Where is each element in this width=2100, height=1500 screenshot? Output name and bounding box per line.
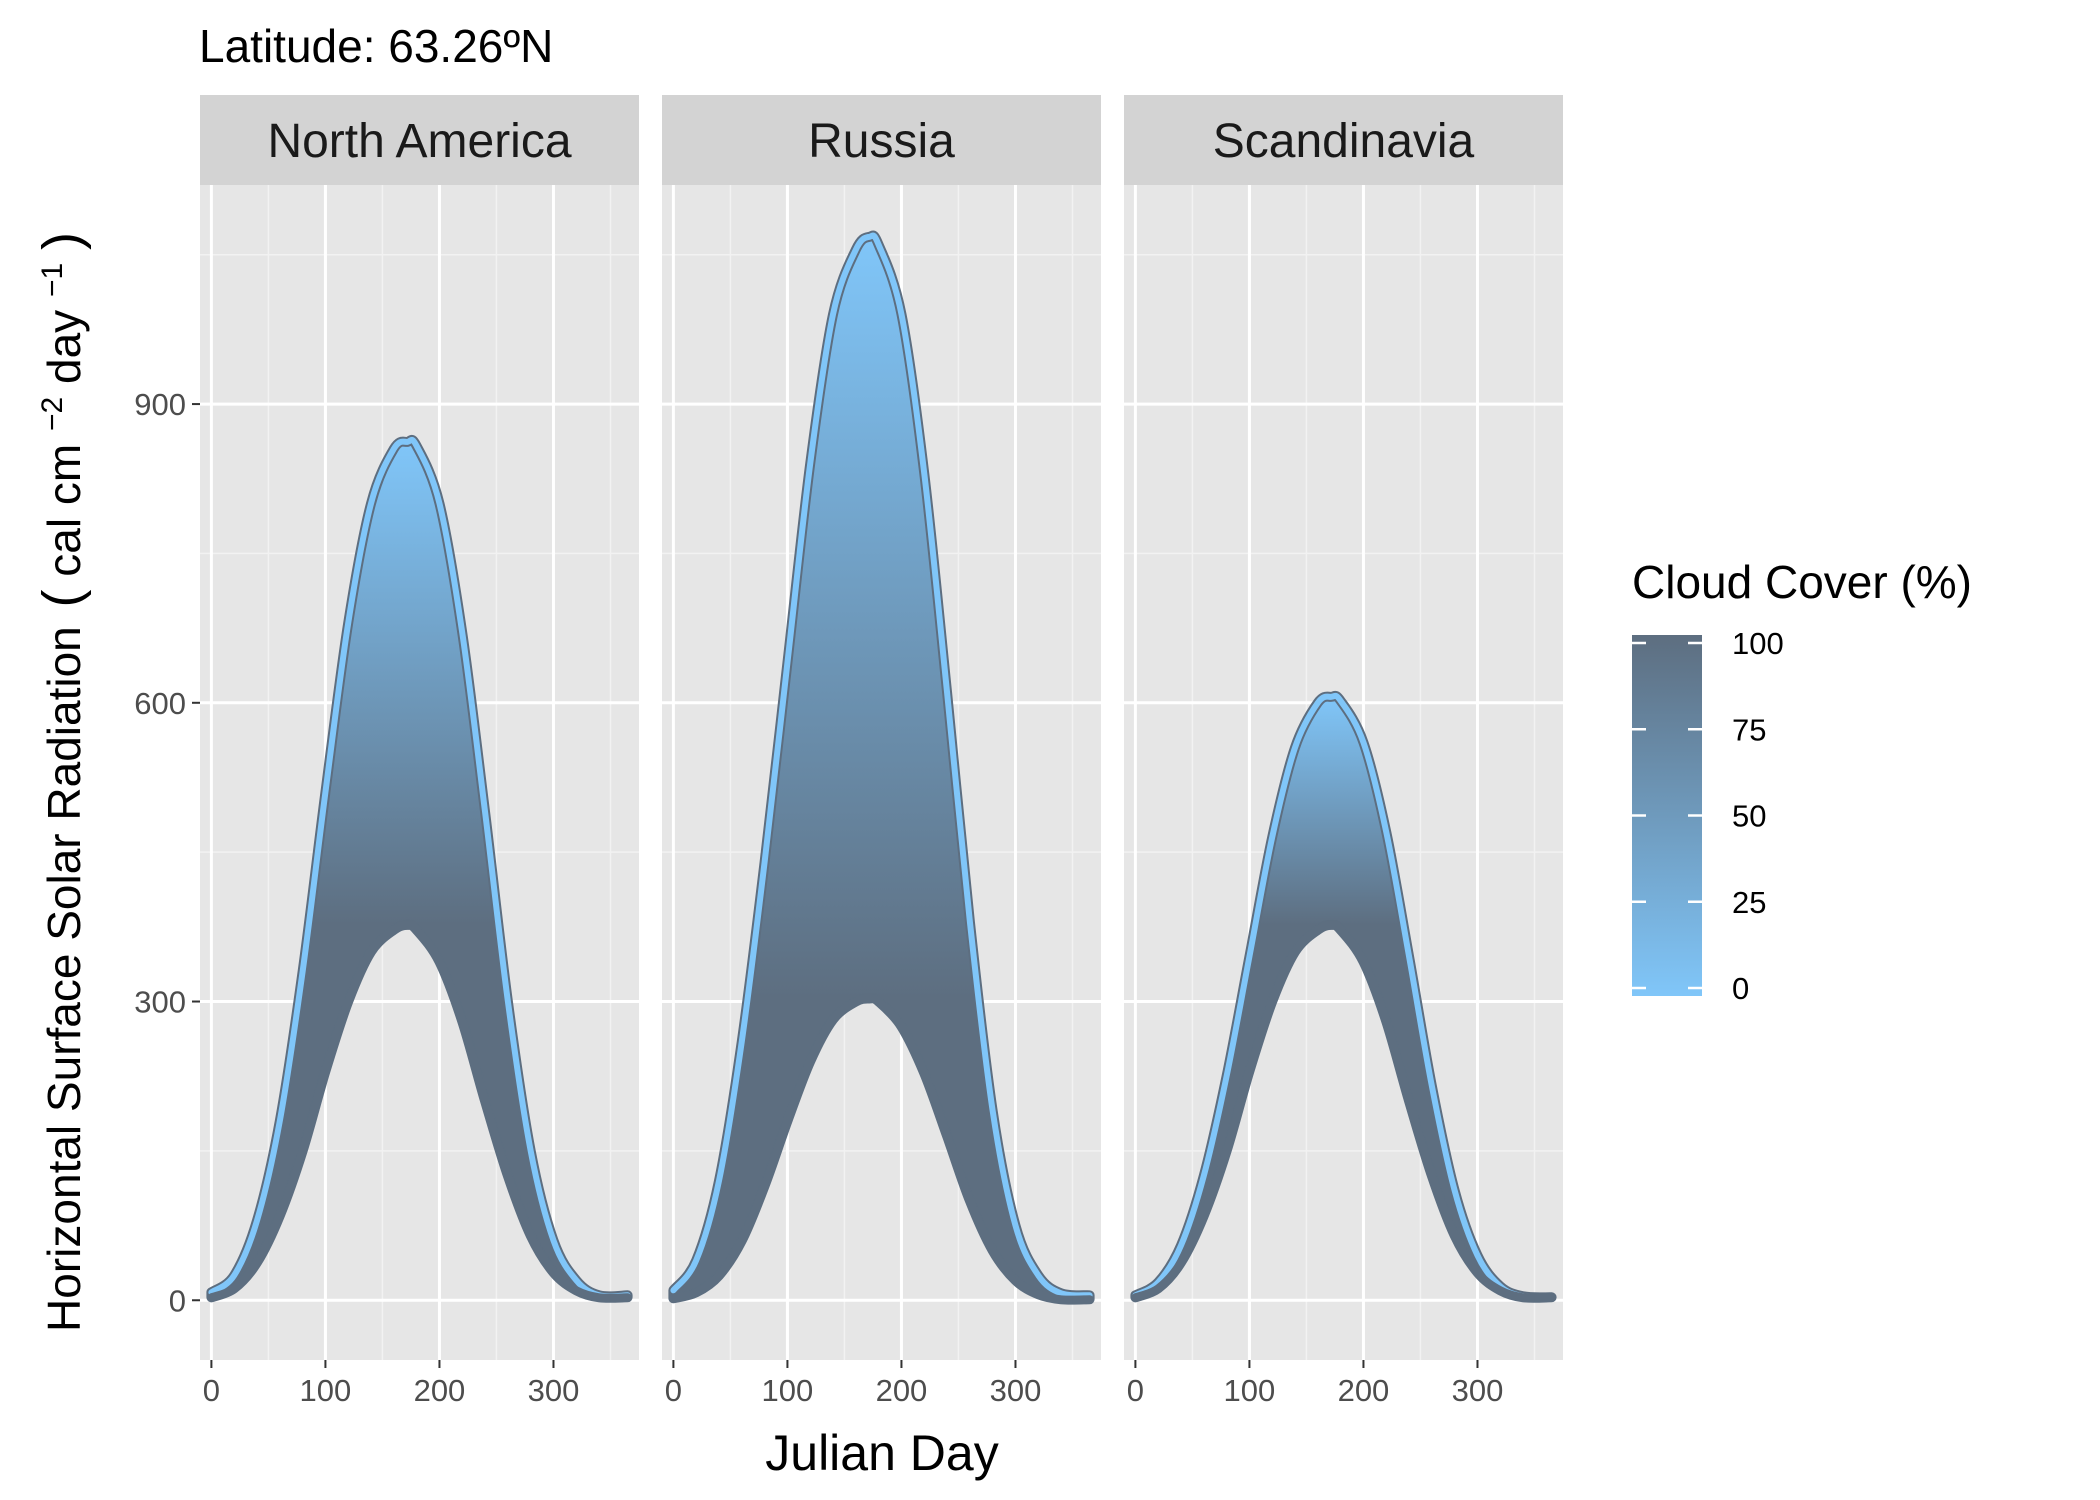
x-tick-label: 100 [762,1373,814,1408]
y-axis-units-prefix: cal cm [38,444,90,577]
x-tick-label: 100 [1224,1373,1276,1408]
clear-sky-line [670,232,1093,1299]
overcast-line [1131,920,1556,1302]
x-tick-label: 300 [990,1373,1042,1408]
y-axis-units-mid: day [38,310,90,384]
x-tick-label: 300 [1452,1373,1504,1408]
y-tick-label: 300 [134,985,186,1020]
y-axis-title-main: Horizontal Surface Solar Radiation [38,626,90,1332]
y-axis-units-exp2: −1 [36,263,69,297]
facet-strip [662,95,1101,185]
y-axis-ticks: 0 300 600 900 [134,387,200,1318]
y-axis-title: Horizontal Surface Solar Radiation ( cal… [20,232,92,1332]
y-tick-label: 900 [134,387,186,422]
overcast-line [207,920,632,1302]
x-tick-label: 100 [300,1373,352,1408]
legend-tick-label: 100 [1732,626,1784,661]
facet-strip-label: Scandinavia [1213,115,1475,168]
x-tick-label: 300 [528,1373,580,1408]
facet-strip-label: North America [267,115,571,168]
facet-strip [1124,95,1563,185]
legend-tick-label: 75 [1732,712,1766,747]
facet-panel: North America 0 100 200 300 [200,95,639,1408]
clear-sky-line [208,436,631,1300]
facet-strip [200,95,639,185]
legend-tick-label: 50 [1732,799,1766,834]
x-tick-label: 200 [876,1373,928,1408]
legend-title: Cloud Cover (%) [1632,556,1972,608]
x-tick-label: 0 [1127,1373,1144,1408]
chart-title: Latitude: 63.26ºN [199,20,553,72]
legend: Cloud Cover (%) 0 25 50 75 100 [1632,556,1972,1006]
y-axis-units-exp1: −2 [36,397,69,431]
x-tick-label: 200 [414,1373,466,1408]
y-tick-label: 600 [134,686,186,721]
facet-panel: Scandinavia 0 100 200 300 [1124,95,1563,1408]
overcast-line [669,994,1094,1304]
y-axis-paren-close: ) [32,232,92,250]
facet-strip-label: Russia [808,115,955,168]
legend-ticks: 0 25 50 75 100 [1632,626,1784,1006]
legend-tick-label: 25 [1732,885,1766,920]
legend-tick-label: 0 [1732,971,1749,1006]
x-tick-label: 0 [203,1373,220,1408]
facet-panel: Russia 0 100 200 300 [662,95,1101,1408]
x-axis-title: Julian Day [765,1425,998,1481]
x-tick-label: 0 [665,1373,682,1408]
y-tick-label: 0 [169,1283,186,1318]
clear-sky-line [1132,692,1555,1301]
x-tick-label: 200 [1338,1373,1390,1408]
y-axis-paren-open: ( [32,589,92,607]
